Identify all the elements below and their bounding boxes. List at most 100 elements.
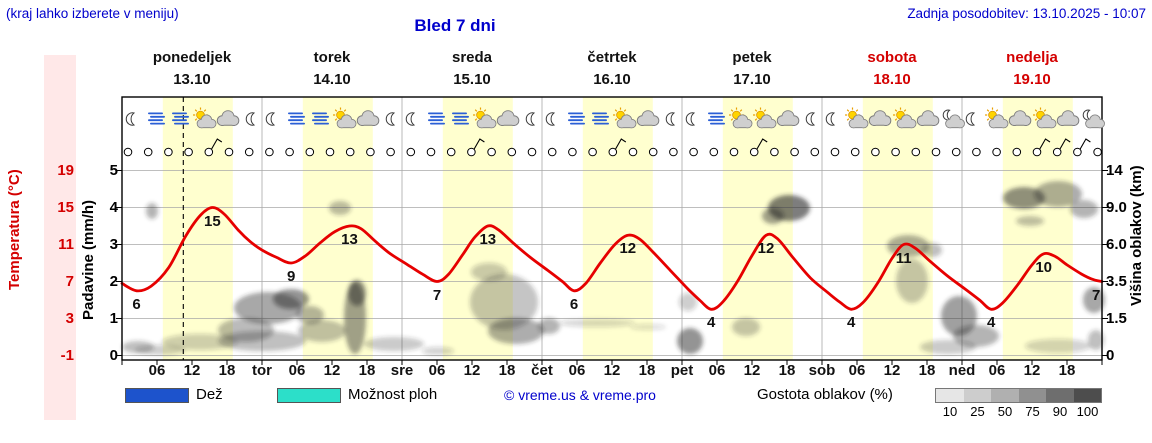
rain-icon <box>452 112 469 125</box>
x-axis-label: 18 <box>1058 362 1076 379</box>
wind-barb-icon <box>756 138 768 150</box>
cloud-height-tick: 0 <box>1106 346 1115 364</box>
rain-icon <box>428 112 445 125</box>
wind-barb-icon <box>1079 138 1091 150</box>
wind-calm-icon <box>689 147 698 157</box>
showers-legend-swatch <box>277 388 341 403</box>
wind-calm-icon <box>911 147 921 157</box>
wind-calm-icon <box>709 147 719 157</box>
x-axis-label: 06 <box>988 362 1006 379</box>
temperature-value-label: 10 <box>1035 258 1053 276</box>
temperature-axis-strip <box>44 55 76 420</box>
precip-tick: 0 <box>109 346 118 364</box>
precip-tick: 1 <box>109 309 118 327</box>
wind-calm-icon <box>426 147 436 157</box>
temperature-value-label: 12 <box>757 240 775 258</box>
x-axis-label: 18 <box>498 362 516 379</box>
rain-icon <box>592 112 609 125</box>
day-date: 15.10 <box>453 71 491 88</box>
rain-icon <box>172 112 189 125</box>
location-hint: (kraj lahko izberete v meniju) <box>6 6 179 21</box>
day-date: 16.10 <box>593 71 631 88</box>
sun-cloud-icon <box>753 107 777 129</box>
density-scale-box <box>936 389 964 402</box>
cloud-icon <box>1008 110 1032 126</box>
day-date: 14.10 <box>313 71 351 88</box>
temperature-value-label: 13 <box>479 231 497 248</box>
wind-calm-icon <box>729 147 739 157</box>
density-scale-number: 100 <box>1076 404 1099 419</box>
day-name: torek <box>313 49 351 66</box>
moon-icon <box>125 112 136 126</box>
x-axis-label: sre <box>390 362 414 379</box>
wind-calm-icon <box>386 147 395 157</box>
x-axis-label: ned <box>948 362 976 379</box>
temperature-value-label: 13 <box>341 231 358 248</box>
precip-tick: 5 <box>109 161 118 179</box>
x-axis-label: 12 <box>463 362 481 379</box>
sun-cloud-icon <box>333 107 357 129</box>
wind-calm-icon <box>749 147 759 157</box>
cloud-density-legend-label: Gostota oblakov (%) <box>757 386 893 403</box>
x-axis-label: 12 <box>743 362 761 379</box>
wind-calm-icon <box>1093 147 1102 157</box>
x-axis-label: 18 <box>358 362 376 379</box>
sun-cloud-icon <box>613 107 637 129</box>
temperature-value-label: 11 <box>895 249 912 267</box>
x-axis-label: 06 <box>708 362 726 379</box>
temp-tick: 15 <box>57 198 74 216</box>
temperature-value-label: 9 <box>287 268 296 285</box>
wind-calm-icon <box>810 147 820 157</box>
temp-tick: -1 <box>60 346 74 364</box>
x-axis-label: 06 <box>568 362 586 379</box>
page-title: Bled 7 dni <box>414 16 496 35</box>
wind-calm-icon <box>305 147 315 157</box>
wind-calm-icon <box>1052 147 1062 157</box>
x-axis-label: 12 <box>183 362 201 379</box>
wind-calm-icon <box>891 147 900 157</box>
temp-tick: 7 <box>65 272 74 290</box>
wind-calm-icon <box>527 147 537 157</box>
cloud-icon <box>916 110 940 126</box>
temperature-value-label: 4 <box>847 314 856 332</box>
density-scale-box <box>991 389 1019 402</box>
cloud-icon <box>1056 110 1080 126</box>
x-axis-label: 06 <box>288 362 306 379</box>
wind-barb-icon <box>1059 138 1071 150</box>
wind-calm-icon <box>972 147 981 157</box>
wind-calm-icon <box>366 147 375 157</box>
cloud-icon <box>636 110 660 126</box>
density-scale-box <box>1073 389 1101 402</box>
wind-calm-icon <box>467 147 476 157</box>
rain-icon <box>568 112 585 125</box>
wind-calm-icon <box>648 147 658 157</box>
x-axis-label: 18 <box>218 362 236 379</box>
density-scale-box <box>1018 389 1046 402</box>
copyright-link[interactable]: © vreme.us & vreme.pro <box>504 387 656 403</box>
precip-tick: 4 <box>109 198 118 216</box>
cloud-height-tick: 6.0 <box>1106 235 1127 253</box>
moon-icon <box>805 112 816 126</box>
wind-calm-icon <box>164 147 173 157</box>
temperature-value-label: 6 <box>132 295 141 313</box>
last-update-timestamp: Zadnja posodobitev: 13.10.2025 - 10:07 <box>907 6 1146 21</box>
cloud-height-tick: 14 <box>1106 161 1123 179</box>
x-axis-label: 06 <box>148 362 166 379</box>
wind-calm-icon <box>588 147 597 157</box>
moon-icon <box>965 112 976 126</box>
temperature-value-label: 15 <box>204 212 221 230</box>
wind-calm-icon <box>224 147 234 157</box>
wind-calm-icon <box>143 147 153 157</box>
cloud-icon <box>356 110 380 126</box>
precip-tick: 3 <box>109 235 118 253</box>
x-axis-label: sob <box>808 362 836 379</box>
x-axis-label: 06 <box>428 362 446 379</box>
cloud-height-tick: 1.5 <box>1106 309 1127 327</box>
moon-icon <box>825 112 836 126</box>
temperature-value-label: 6 <box>569 295 579 313</box>
wind-calm-icon <box>285 147 294 157</box>
wind-calm-icon <box>992 147 1001 157</box>
density-scale-box <box>963 389 991 402</box>
